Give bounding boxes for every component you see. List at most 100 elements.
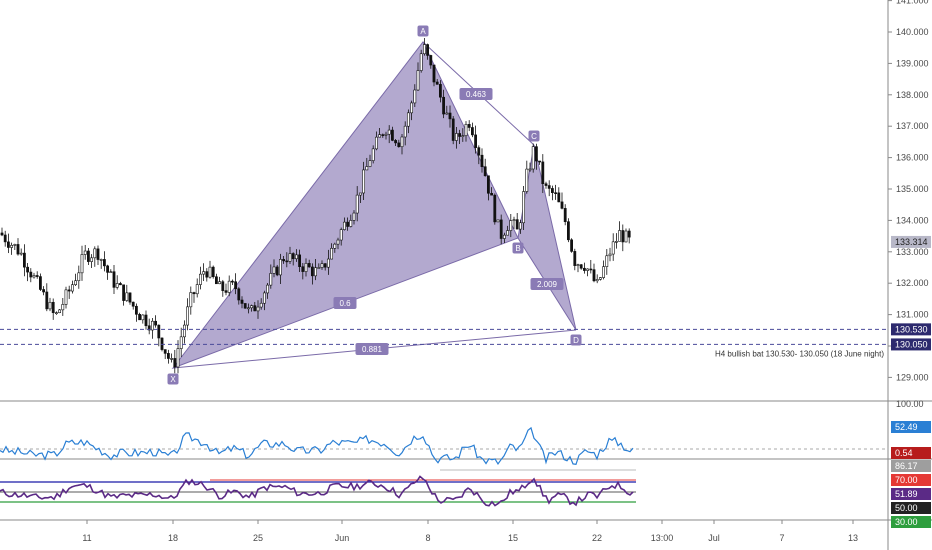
candle-body [215, 276, 218, 285]
candle-body [93, 248, 97, 259]
candle-body [272, 266, 276, 274]
oscillator-tag-box [891, 474, 931, 486]
time-tick-label: 13:00 [651, 533, 674, 543]
candle-body [285, 260, 289, 263]
candle-body [400, 136, 404, 148]
candle-body [237, 288, 241, 301]
candle-body [119, 283, 122, 286]
ratio-label-box [530, 278, 564, 290]
candle-body [253, 305, 257, 312]
candle-body [560, 201, 564, 209]
time-tick-label: 25 [253, 533, 263, 543]
candle-body [458, 133, 462, 137]
candle-body [618, 230, 622, 242]
candle-body [294, 254, 298, 260]
price-tick-label: 132.000 [896, 278, 929, 288]
candle-body [7, 241, 10, 248]
candle-body [621, 230, 625, 243]
candle-body [333, 243, 337, 249]
candle-body [493, 194, 497, 223]
candle-body [557, 192, 561, 203]
indicator-bottom-tag-box [891, 447, 931, 459]
candle-body [38, 276, 42, 290]
candle-body [477, 147, 481, 156]
candle-body [64, 289, 68, 305]
pattern-point-marker [528, 130, 540, 142]
candle-body [16, 244, 20, 255]
candle-body [202, 271, 206, 275]
oscillator-tag-box [891, 516, 931, 528]
price-tick-label: 137.000 [896, 121, 929, 131]
candle-body [291, 253, 295, 260]
candle-body [307, 263, 311, 268]
candle-body [547, 185, 551, 189]
candle-body [358, 192, 362, 196]
oscillator-tag-box [891, 502, 931, 514]
candle-body [349, 220, 353, 227]
rsi-top-tick: 100.00 [896, 399, 924, 409]
candle-body [595, 279, 599, 282]
candle-body [266, 284, 270, 294]
candle-body [566, 221, 570, 241]
candle-body [135, 305, 138, 315]
time-axis[interactable]: 11 18 25 Jun 8 15 22 13:00 Jul 7 13 [82, 520, 858, 543]
candle-body [528, 168, 532, 171]
candle-body [627, 230, 631, 238]
time-tick-label: 22 [592, 533, 602, 543]
candle-body [250, 305, 254, 309]
candle-body [173, 358, 177, 368]
candle-body [189, 292, 193, 308]
price-tick-label: 134.000 [896, 215, 929, 225]
candle-body [464, 124, 468, 136]
candle-body [32, 275, 36, 278]
candle-body [598, 277, 602, 280]
pattern-markers: X A B C D 0.463 0.6 2.009 0.881 [167, 25, 582, 385]
candle-body [256, 306, 260, 312]
oscillator-tag: 51.89 [895, 489, 918, 499]
candle-body [262, 292, 266, 304]
candle-body [160, 337, 164, 350]
candle-body [243, 303, 247, 309]
candle-body [426, 44, 430, 56]
candle-body [96, 248, 100, 260]
candle-body [413, 89, 417, 104]
time-tick-label: 11 [82, 533, 91, 543]
candle-body [410, 102, 414, 114]
candle-body [71, 284, 74, 292]
pattern-point-marker [570, 334, 582, 346]
candle-body [77, 272, 81, 282]
candle-body [48, 301, 52, 310]
candle-body [406, 112, 410, 127]
candle-body [192, 292, 196, 295]
pattern-point-label: B [515, 244, 520, 253]
candle-body [269, 273, 273, 286]
price-tick-label: 131.000 [896, 310, 929, 320]
pattern-point-marker [417, 25, 429, 37]
candle-body [573, 251, 577, 266]
candle-body [67, 289, 71, 292]
price-tick-label: 141.000 [896, 0, 929, 6]
oscillator-tag: 50.00 [895, 503, 918, 513]
oscillator-tag: 30.00 [895, 517, 918, 527]
candle-body [624, 230, 628, 243]
candle-body [112, 271, 116, 288]
candle-body [317, 267, 321, 269]
candle-body [221, 281, 225, 291]
current-price-tag-box [891, 235, 931, 248]
harmonic-pattern [171, 41, 577, 370]
candle-body [390, 129, 394, 141]
candle-body [589, 268, 593, 271]
candle-body [304, 263, 308, 272]
price-tick-label: 133.000 [896, 247, 929, 257]
candle-body [74, 280, 78, 286]
candle-body [432, 64, 436, 83]
price-tick-label: 138.000 [896, 90, 929, 100]
candle-body [525, 168, 529, 192]
candle-body [592, 269, 596, 282]
candle-body [454, 133, 458, 141]
candle-body [90, 257, 94, 262]
candle-body [218, 281, 222, 285]
candle-body [106, 265, 110, 273]
candle-body [298, 254, 302, 267]
